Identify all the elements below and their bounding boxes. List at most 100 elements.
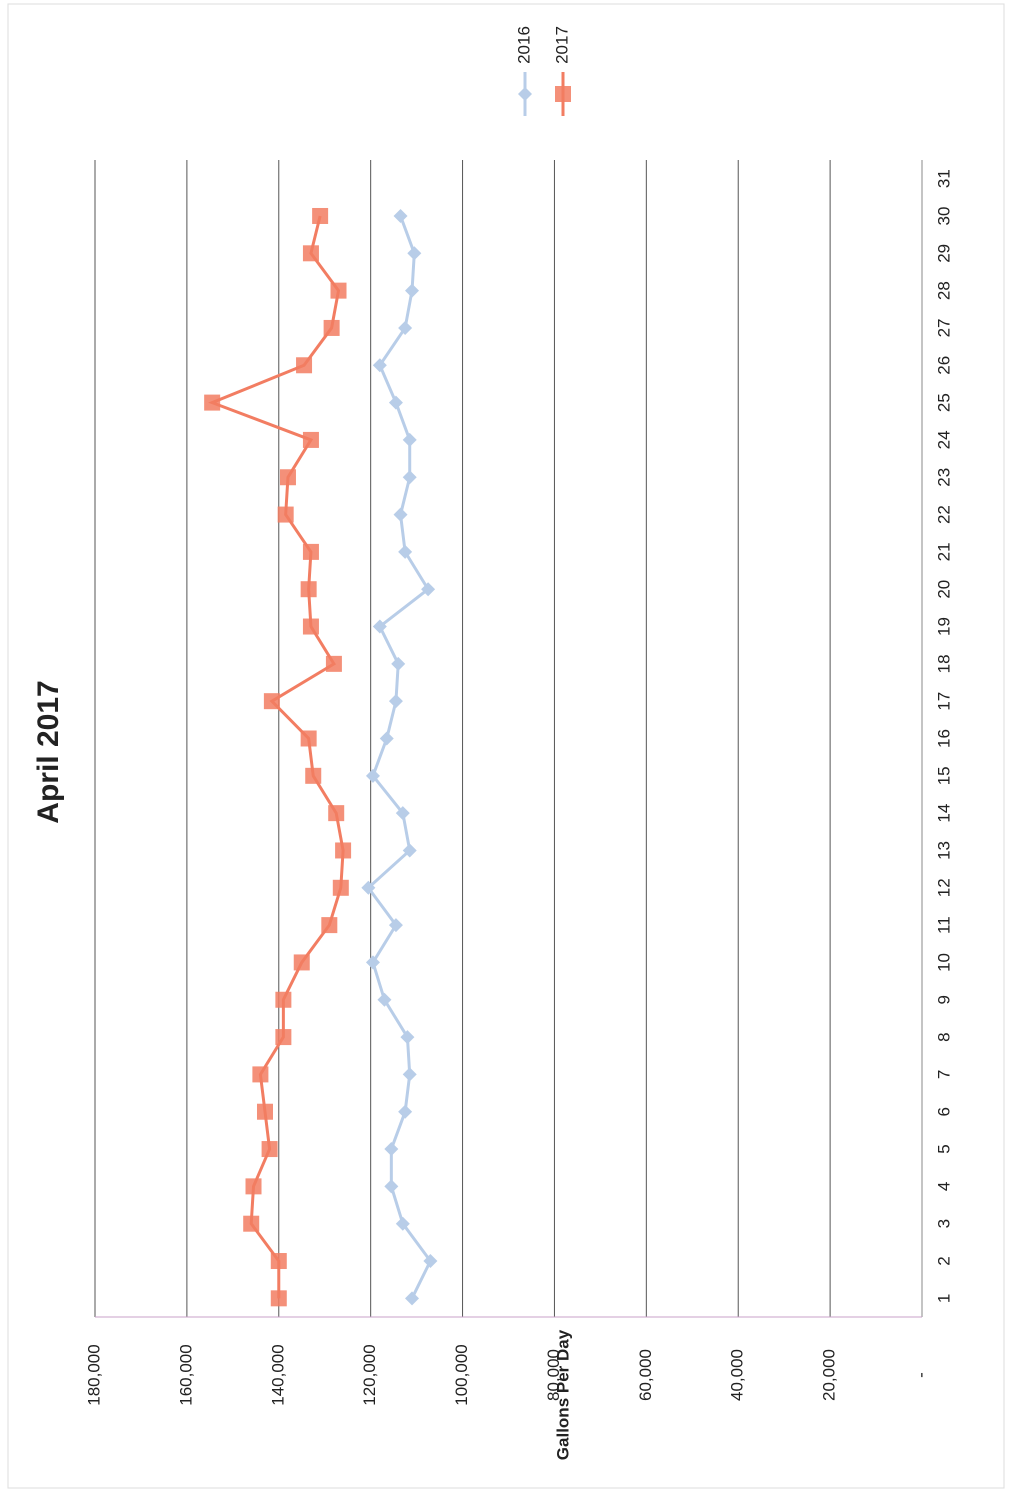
data-point bbox=[388, 694, 403, 709]
legend-marker bbox=[555, 86, 571, 102]
data-point bbox=[279, 469, 296, 486]
data-point bbox=[335, 842, 352, 859]
data-point bbox=[407, 246, 422, 261]
x-tick-label: 28 bbox=[934, 281, 953, 300]
data-point bbox=[384, 1142, 399, 1157]
x-tick-label: 6 bbox=[934, 1107, 953, 1116]
data-point bbox=[261, 1141, 278, 1158]
data-point bbox=[398, 320, 413, 335]
x-tick-label: 1 bbox=[934, 1294, 953, 1303]
data-point bbox=[300, 730, 317, 747]
x-tick-label: 26 bbox=[934, 356, 953, 375]
data-point bbox=[328, 805, 345, 822]
data-point bbox=[372, 619, 387, 634]
x-tick-label: 11 bbox=[934, 916, 953, 934]
x-tick-label: 29 bbox=[934, 244, 953, 263]
data-point bbox=[402, 843, 417, 858]
data-point bbox=[398, 544, 413, 559]
data-point bbox=[252, 1066, 269, 1083]
data-point bbox=[361, 880, 376, 895]
x-tick-label: 17 bbox=[934, 692, 953, 711]
series-line bbox=[208, 215, 345, 1299]
legend-label: 2017 bbox=[552, 26, 571, 64]
x-tick-label: 3 bbox=[934, 1219, 953, 1228]
x-tick-label: 24 bbox=[934, 430, 953, 449]
data-point bbox=[245, 1178, 262, 1195]
data-point bbox=[395, 806, 410, 821]
data-point bbox=[423, 1254, 438, 1269]
x-tick-label: 20 bbox=[934, 580, 953, 599]
data-point bbox=[372, 358, 387, 373]
data-point bbox=[393, 507, 408, 522]
data-point bbox=[402, 470, 417, 485]
x-tick-label: 23 bbox=[934, 468, 953, 487]
data-point bbox=[277, 506, 294, 523]
y-tick-label: - bbox=[911, 1372, 930, 1378]
data-point bbox=[325, 655, 342, 672]
data-point bbox=[395, 1216, 410, 1231]
legend-marker bbox=[518, 87, 532, 101]
x-tick-label: 21 bbox=[934, 542, 953, 561]
x-tick-label: 8 bbox=[934, 1032, 953, 1041]
y-tick-label: 20,000 bbox=[820, 1349, 839, 1401]
data-point bbox=[302, 543, 319, 560]
x-tick-label: 30 bbox=[934, 207, 953, 226]
data-point bbox=[293, 954, 310, 971]
y-tick-label: 40,000 bbox=[728, 1349, 747, 1401]
data-point bbox=[270, 1253, 287, 1270]
x-tick-label: 2 bbox=[934, 1256, 953, 1265]
data-point bbox=[379, 731, 394, 746]
data-point bbox=[400, 1030, 415, 1045]
x-tick-label: 16 bbox=[934, 729, 953, 748]
data-point bbox=[402, 1067, 417, 1082]
x-tick-label: 19 bbox=[934, 617, 953, 636]
y-tick-label: 180,000 bbox=[84, 1344, 103, 1405]
data-point bbox=[270, 1290, 287, 1307]
data-point bbox=[365, 955, 380, 970]
data-point bbox=[365, 768, 380, 783]
series-line bbox=[366, 215, 433, 1300]
x-tick-label: 9 bbox=[934, 995, 953, 1004]
data-point bbox=[384, 1179, 399, 1194]
data-point bbox=[405, 1291, 420, 1306]
data-point bbox=[305, 767, 322, 784]
data-point bbox=[275, 991, 292, 1008]
legend-label: 2016 bbox=[514, 26, 533, 64]
data-point bbox=[377, 992, 392, 1007]
y-tick-label: 60,000 bbox=[636, 1349, 655, 1401]
page-frame bbox=[7, 3, 1005, 1489]
data-point bbox=[263, 693, 280, 710]
x-tick-label: 5 bbox=[934, 1144, 953, 1153]
data-point bbox=[391, 656, 406, 671]
data-point bbox=[302, 431, 319, 448]
x-tick-label: 10 bbox=[934, 953, 953, 972]
data-point bbox=[256, 1103, 273, 1120]
x-tick-label: 12 bbox=[934, 878, 953, 897]
y-tick-label: 80,000 bbox=[544, 1349, 563, 1401]
data-point bbox=[393, 208, 408, 223]
x-tick-label: 27 bbox=[934, 318, 953, 337]
data-point bbox=[330, 282, 347, 299]
x-tick-label: 22 bbox=[934, 505, 953, 524]
data-point bbox=[296, 357, 313, 374]
data-point bbox=[243, 1215, 260, 1232]
data-point bbox=[275, 1029, 292, 1046]
data-point bbox=[302, 245, 319, 262]
y-tick-label: 120,000 bbox=[360, 1344, 379, 1405]
y-tick-label: 100,000 bbox=[452, 1344, 471, 1405]
data-point bbox=[398, 1104, 413, 1119]
data-point bbox=[321, 917, 338, 934]
x-tick-label: 14 bbox=[934, 804, 953, 823]
chart-title: April 2017 bbox=[32, 680, 65, 823]
x-tick-label: 15 bbox=[934, 766, 953, 785]
x-tick-label: 4 bbox=[934, 1182, 953, 1191]
x-tick-label: 18 bbox=[934, 654, 953, 673]
y-tick-label: 140,000 bbox=[268, 1344, 287, 1405]
x-tick-label: 7 bbox=[934, 1070, 953, 1079]
y-axis-title: Gallons Per Day bbox=[553, 1329, 572, 1460]
data-point bbox=[204, 394, 221, 411]
data-point bbox=[332, 879, 349, 896]
y-tick-label: 160,000 bbox=[176, 1344, 195, 1405]
data-point bbox=[312, 207, 329, 224]
